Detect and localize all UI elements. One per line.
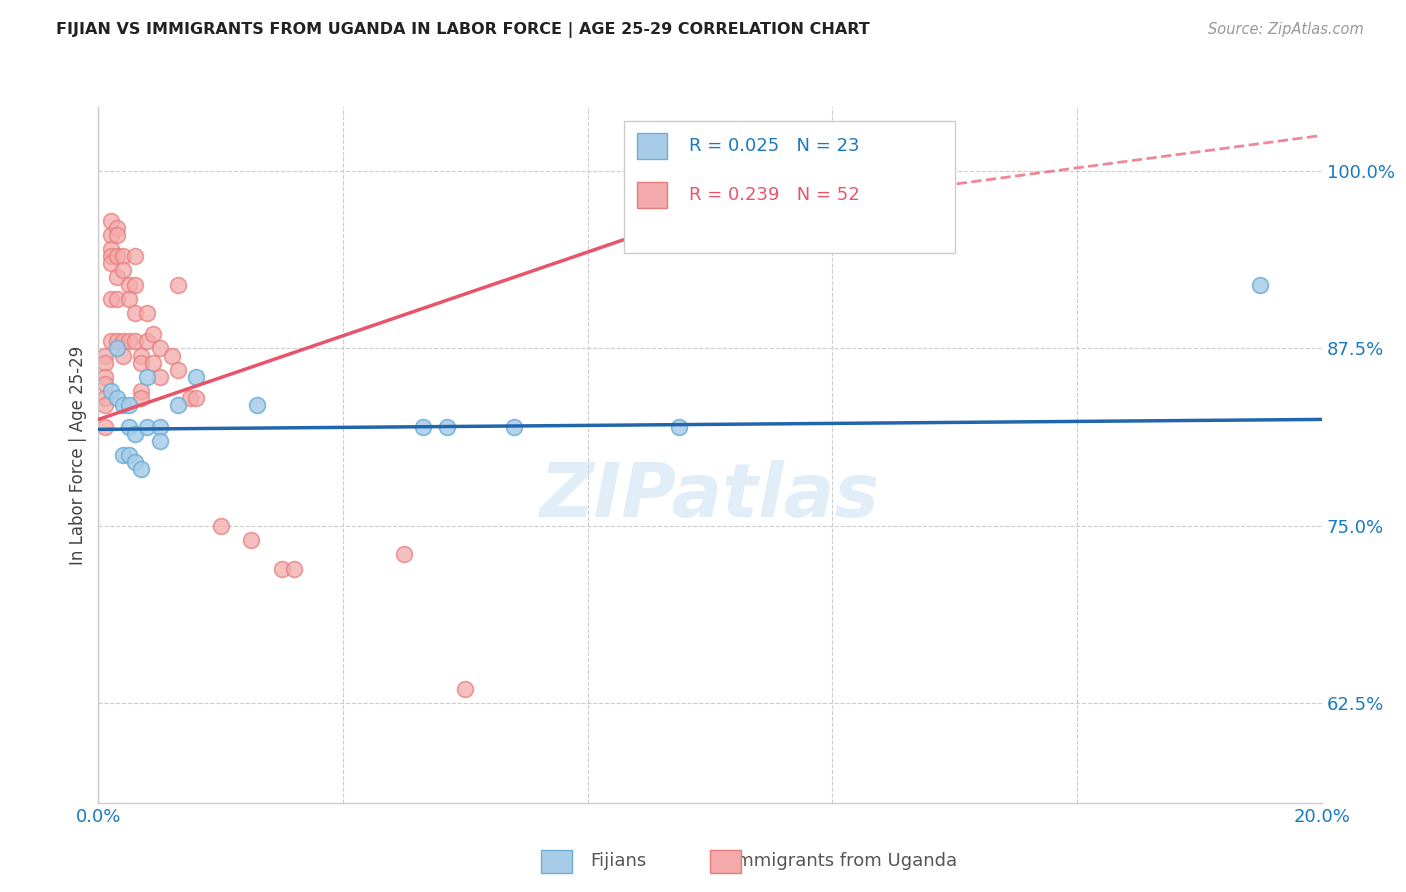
Point — [129, 356, 152, 370]
Point — [93, 391, 115, 405]
Text: Immigrants from Uganda: Immigrants from Uganda — [731, 852, 957, 870]
Point — [149, 369, 172, 384]
Point — [93, 349, 115, 363]
Point — [111, 249, 134, 263]
Point — [270, 561, 292, 575]
Y-axis label: In Labor Force | Age 25-29: In Labor Force | Age 25-29 — [69, 345, 87, 565]
Point — [186, 391, 208, 405]
Point — [105, 270, 128, 285]
Point — [124, 249, 146, 263]
Point — [149, 434, 172, 448]
Point — [136, 369, 159, 384]
Point — [100, 384, 122, 398]
Point — [149, 419, 172, 434]
Point — [129, 349, 152, 363]
Point — [124, 334, 146, 349]
Point — [100, 334, 122, 349]
Point — [142, 356, 165, 370]
Point — [167, 277, 190, 292]
Point — [111, 349, 134, 363]
Text: ZIPatlas: ZIPatlas — [540, 460, 880, 533]
Point — [129, 462, 152, 476]
Point — [142, 327, 165, 342]
Point — [668, 419, 690, 434]
Point — [111, 334, 134, 349]
Point — [412, 419, 434, 434]
Point — [149, 342, 172, 356]
Point — [118, 277, 141, 292]
Point — [93, 369, 115, 384]
Point — [136, 419, 159, 434]
Point — [105, 292, 128, 306]
Point — [136, 306, 159, 320]
Point — [105, 220, 128, 235]
Point — [105, 342, 128, 356]
Point — [283, 561, 305, 575]
Point — [111, 448, 134, 462]
Point — [105, 249, 128, 263]
Point — [124, 277, 146, 292]
Point — [93, 398, 115, 412]
Text: R = 0.025   N = 23: R = 0.025 N = 23 — [689, 137, 859, 155]
Point — [93, 356, 115, 370]
Point — [105, 334, 128, 349]
Point — [167, 362, 190, 376]
Point — [124, 306, 146, 320]
Point — [111, 263, 134, 277]
Point — [179, 391, 201, 405]
Point — [186, 369, 208, 384]
Point — [118, 292, 141, 306]
Point — [105, 391, 128, 405]
Point — [118, 419, 141, 434]
Point — [436, 419, 458, 434]
Point — [503, 419, 526, 434]
Point — [209, 519, 232, 533]
Point — [93, 376, 115, 391]
Point — [392, 547, 416, 561]
FancyBboxPatch shape — [637, 182, 668, 208]
Point — [246, 398, 269, 412]
FancyBboxPatch shape — [637, 133, 668, 159]
Point — [124, 426, 146, 441]
Text: Fijians: Fijians — [591, 852, 647, 870]
Point — [118, 448, 141, 462]
Point — [129, 391, 152, 405]
Point — [118, 398, 141, 412]
Point — [100, 249, 122, 263]
Text: Source: ZipAtlas.com: Source: ZipAtlas.com — [1208, 22, 1364, 37]
Point — [124, 455, 146, 469]
FancyBboxPatch shape — [624, 121, 955, 253]
Point — [160, 349, 183, 363]
Point — [167, 398, 190, 412]
Point — [240, 533, 263, 548]
Point — [100, 256, 122, 270]
Point — [100, 242, 122, 256]
Point — [105, 227, 128, 242]
Point — [111, 398, 134, 412]
Point — [118, 334, 141, 349]
Text: R = 0.239   N = 52: R = 0.239 N = 52 — [689, 186, 860, 204]
Point — [100, 213, 122, 227]
Point — [129, 384, 152, 398]
Point — [93, 419, 115, 434]
Point — [454, 682, 477, 697]
Point — [1249, 277, 1271, 292]
Text: FIJIAN VS IMMIGRANTS FROM UGANDA IN LABOR FORCE | AGE 25-29 CORRELATION CHART: FIJIAN VS IMMIGRANTS FROM UGANDA IN LABO… — [56, 22, 870, 38]
Point — [136, 334, 159, 349]
Point — [100, 227, 122, 242]
Point — [100, 292, 122, 306]
